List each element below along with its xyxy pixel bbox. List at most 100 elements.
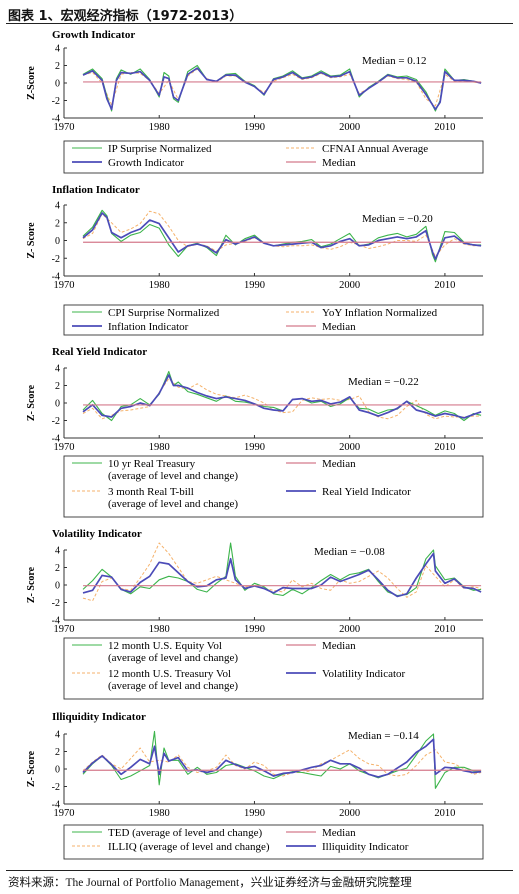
y-axis-label: Z- Score [26, 384, 37, 421]
x-tick-label: 1980 [149, 442, 170, 453]
x-tick-label: 1990 [244, 442, 265, 453]
chart-illiquidity-indicator: Illiquidity Indicator Z- Score 4 2 0 -2 -41970… [26, 711, 484, 860]
legend-label: IP Surprise Normalized [108, 143, 212, 155]
y-tick-label: 0 [55, 399, 60, 410]
y-tick-label: -4 [52, 434, 60, 445]
legend-sublabel: (average of level and change) [108, 652, 238, 664]
series-line-yoy-inflation-normalized [82, 210, 482, 257]
y-tick-label: 4 [55, 546, 60, 557]
y-axis-label: Z- Score [26, 750, 37, 787]
y-tick-label: 2 [55, 61, 60, 72]
y-tick-label: 0 [55, 581, 60, 592]
series-line-ip-surprise-normalized [82, 64, 482, 112]
y-tick-label: -2 [52, 598, 60, 609]
y-tick-label: -2 [52, 254, 60, 265]
series-line-12-month-u-s-treasury-vol [82, 542, 482, 602]
y-tick-label: -4 [52, 800, 60, 811]
x-tick-label: 2000 [339, 442, 360, 453]
y-tick-label: 4 [55, 730, 60, 741]
y-tick-label: -2 [52, 416, 60, 427]
median-label: Median = −0.20 [362, 213, 433, 225]
x-tick-label: 1980 [149, 280, 170, 291]
y-tick-label: 4 [55, 364, 60, 375]
legend-label: Median [322, 157, 356, 169]
legend-sublabel: (average of level and change) [108, 498, 238, 510]
bottom-rule [6, 870, 513, 871]
series-line-inflation-indicator [82, 212, 482, 260]
legend-label: Illiquidity Indicator [322, 841, 409, 853]
legend-label: ILLIQ (average of level and change) [108, 841, 270, 853]
legend-sublabel: (average of level and change) [108, 680, 238, 692]
y-tick-label: -2 [52, 96, 60, 107]
x-tick-label: 2010 [434, 122, 455, 133]
median-label: Median = 0.12 [362, 55, 427, 67]
legend-label: Median [322, 458, 356, 470]
x-tick-label: 1970 [54, 280, 75, 291]
legend-label: 12 month U.S. Equity Vol [108, 640, 222, 652]
y-tick-label: -4 [52, 272, 60, 283]
legend-label: 12 month U.S. Treasury Vol [108, 668, 231, 680]
legend-label: Growth Indicator [108, 157, 184, 169]
series-line-volatility-indicator [82, 552, 482, 598]
x-tick-label: 1980 [149, 122, 170, 133]
chart-title: Illiquidity Indicator [52, 711, 146, 723]
legend-box [63, 140, 484, 174]
x-tick-label: 2010 [434, 624, 455, 635]
y-tick-label: 4 [55, 201, 60, 212]
y-tick-label: 0 [55, 79, 60, 90]
x-tick-label: 1990 [244, 808, 265, 819]
x-tick-label: 2010 [434, 442, 455, 453]
y-axis-label: Z- Score [26, 566, 37, 603]
chart-title: Volatility Indicator [52, 528, 142, 540]
chart-title: Growth Indicator [52, 29, 135, 41]
series-line-illiquidity-indicator [82, 738, 482, 778]
x-tick-label: 1990 [244, 280, 265, 291]
series-line-ted-average-of-level-and-change [82, 730, 482, 789]
x-tick-label: 1980 [149, 624, 170, 635]
y-tick-label: 4 [55, 44, 60, 55]
series-line-illiq-average-of-level-and-change [82, 747, 482, 777]
legend-label: Real Yield Indicator [322, 486, 411, 498]
x-tick-label: 1990 [244, 624, 265, 635]
x-tick-label: 1970 [54, 808, 75, 819]
legend-label: Median [322, 827, 356, 839]
series-line-real-yield-indicator [82, 374, 482, 419]
legend-sublabel: (average of level and change) [108, 470, 238, 482]
x-tick-label: 1970 [54, 442, 75, 453]
legend-label: 3 month Real T-bill [108, 486, 194, 498]
legend-label: CPI Surprise Normalized [108, 307, 220, 319]
x-tick-label: 2000 [339, 280, 360, 291]
series-line-12-month-u-s-equity-vol [82, 542, 482, 597]
legend-label: TED (average of level and change) [108, 827, 263, 839]
y-tick-label: 0 [55, 765, 60, 776]
legend-label: 10 yr Real Treasury [108, 458, 196, 470]
x-tick-label: 2010 [434, 808, 455, 819]
x-tick-label: 1970 [54, 624, 75, 635]
median-label: Median = −0.14 [348, 730, 419, 742]
series-line-cfnai-annual-average [82, 68, 482, 107]
x-tick-label: 1970 [54, 122, 75, 133]
median-label: Median = −0.22 [348, 376, 419, 388]
x-tick-label: 2010 [434, 280, 455, 291]
series-line-growth-indicator [82, 67, 482, 111]
series-line-cpi-surprise-normalized [82, 209, 482, 263]
x-tick-label: 1980 [149, 808, 170, 819]
y-tick-label: -2 [52, 782, 60, 793]
y-tick-label: 2 [55, 381, 60, 392]
chart-title: Real Yield Indicator [52, 346, 147, 358]
legend-box [63, 824, 484, 860]
y-tick-label: -4 [52, 114, 60, 125]
x-tick-label: 2000 [339, 122, 360, 133]
legend-label: Median [322, 640, 356, 652]
y-axis-label: Z-Score [26, 66, 37, 100]
legend-label: Inflation Indicator [108, 321, 189, 333]
figure-title: 图表 1、宏观经济指标（1972-2013） [8, 9, 243, 24]
top-rule [6, 23, 513, 24]
legend-label: YoY Inflation Normalized [322, 307, 438, 319]
x-tick-label: 2000 [339, 808, 360, 819]
